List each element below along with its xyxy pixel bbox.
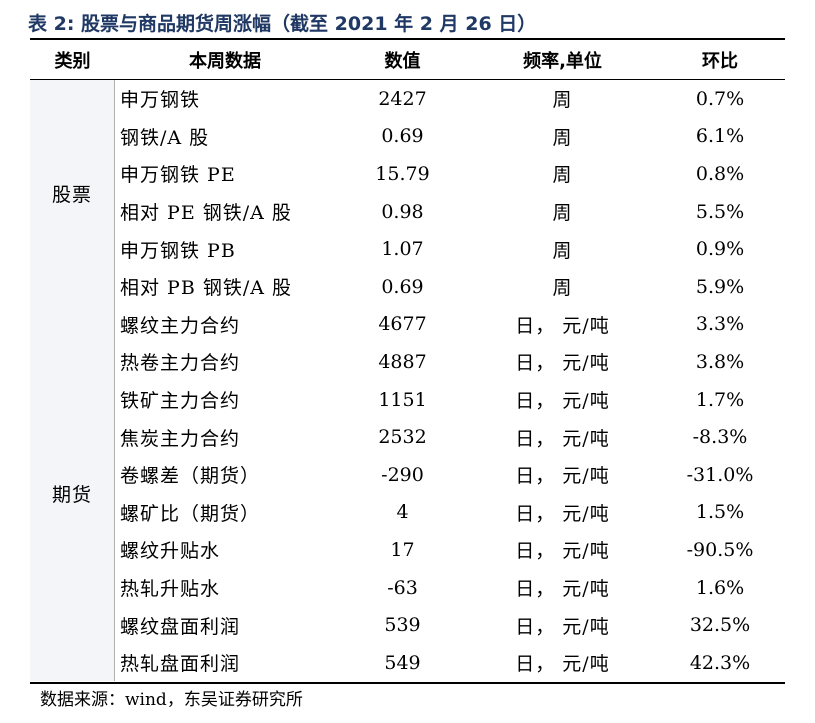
top-rule — [30, 38, 785, 40]
row-frequency: 日， 元/吨 — [515, 502, 610, 525]
row-value: 2532 — [378, 426, 427, 449]
row-item: 钢铁/A 股 — [120, 126, 210, 149]
row-value: 0.69 — [381, 125, 424, 148]
row-frequency: 日， 元/吨 — [515, 390, 610, 413]
row-item: 申万钢铁 — [120, 89, 201, 112]
table-rows: 申万钢铁 2427 周 0.7% 钢铁/A 股 0.69 周 6.1% 申万钢铁 PE 15.79… — [115, 80, 785, 682]
row-value: 2427 — [378, 87, 427, 110]
row-item: 热轧升贴水 — [120, 578, 221, 601]
row-ratio: 32.5% — [689, 614, 751, 637]
table-row: 焦炭主力合约 2532 日， 元/吨 -8.3% — [115, 418, 785, 456]
row-frequency: 周 — [552, 126, 573, 149]
row-item: 热轧盘面利润 — [120, 653, 241, 676]
row-item: 申万钢铁 PB — [120, 239, 236, 262]
table-row: 相对 PB 钢铁/A 股 0.69 周 5.9% — [115, 268, 785, 306]
row-item: 铁矿主力合约 — [120, 390, 241, 413]
category-column: 股票 期货 — [30, 80, 115, 682]
row-ratio: -8.3% — [692, 426, 748, 449]
row-item: 螺纹盘面利润 — [120, 615, 241, 638]
table-row: 热卷主力合约 4887 日， 元/吨 3.8% — [115, 343, 785, 381]
table-row: 申万钢铁 PE 15.79 周 0.8% — [115, 155, 785, 193]
row-frequency: 周 — [552, 164, 573, 187]
row-value: 4677 — [378, 313, 427, 336]
table-row: 螺纹升贴水 17 日， 元/吨 -90.5% — [115, 531, 785, 569]
header-rule — [30, 79, 785, 80]
row-value: -290 — [381, 463, 424, 486]
row-item: 螺纹主力合约 — [120, 314, 241, 337]
source-note: 数据来源：wind，东吴证券研究所 — [40, 690, 303, 710]
row-value: 17 — [390, 538, 415, 561]
table-row: 相对 PE 钢铁/A 股 0.98 周 5.5% — [115, 193, 785, 231]
category-stock: 股票 — [30, 80, 115, 306]
table-row: 热轧盘面利润 549 日， 元/吨 42.3% — [115, 644, 785, 682]
row-ratio: 42.3% — [689, 651, 751, 674]
row-frequency: 周 — [552, 277, 573, 300]
row-frequency: 周 — [552, 202, 573, 225]
row-value: 15.79 — [375, 162, 430, 185]
row-frequency: 日， 元/吨 — [515, 352, 610, 375]
row-frequency: 日， 元/吨 — [515, 615, 610, 638]
table-row: 卷螺差（期货） -290 日， 元/吨 -31.0% — [115, 456, 785, 494]
header-ratio: 环比 — [702, 50, 738, 72]
row-item: 螺纹升贴水 — [120, 540, 221, 563]
row-frequency: 日， 元/吨 — [515, 653, 610, 676]
row-ratio: -90.5% — [686, 538, 754, 561]
header-frequency: 频率,单位 — [523, 50, 602, 72]
row-item: 相对 PB 钢铁/A 股 — [120, 277, 292, 300]
row-value: 1.07 — [381, 238, 424, 261]
row-item: 卷螺差（期货） — [120, 465, 261, 488]
table-row: 螺纹主力合约 4677 日， 元/吨 3.3% — [115, 306, 785, 344]
row-ratio: 1.7% — [695, 388, 745, 411]
row-ratio: 3.8% — [695, 350, 745, 373]
row-item: 热卷主力合约 — [120, 352, 241, 375]
row-value: 0.69 — [381, 275, 424, 298]
category-futures: 期货 — [30, 306, 115, 681]
row-item: 相对 PE 钢铁/A 股 — [120, 202, 292, 225]
row-ratio: 5.5% — [695, 200, 745, 223]
header-item: 本周数据 — [189, 50, 261, 72]
row-ratio: 0.8% — [695, 162, 745, 185]
row-value: -63 — [387, 576, 418, 599]
data-table: 类别 本周数据 数值 频率,单位 环比 股票 期货 申万钢铁 2427 周 0.7% 钢… — [30, 38, 785, 684]
row-frequency: 日， 元/吨 — [515, 465, 610, 488]
row-item: 螺矿比（期货） — [120, 502, 261, 525]
table-header: 类别 本周数据 数值 频率,单位 环比 — [30, 40, 785, 79]
table-body: 股票 期货 申万钢铁 2427 周 0.7% 钢铁/A 股 0.69 周 6.1% 申万钢铁 P… — [30, 80, 785, 682]
row-value: 1151 — [378, 388, 427, 411]
row-value: 549 — [384, 651, 421, 674]
header-category: 类别 — [54, 50, 91, 72]
row-item: 焦炭主力合约 — [120, 427, 241, 450]
table-row: 铁矿主力合约 1151 日， 元/吨 1.7% — [115, 381, 785, 419]
row-frequency: 日， 元/吨 — [515, 578, 610, 601]
row-ratio: -31.0% — [686, 463, 754, 486]
table-row: 钢铁/A 股 0.69 周 6.1% — [115, 118, 785, 156]
table-row: 热轧升贴水 -63 日， 元/吨 1.6% — [115, 569, 785, 607]
row-ratio: 1.6% — [695, 576, 745, 599]
row-ratio: 6.1% — [695, 125, 745, 148]
row-frequency: 日， 元/吨 — [515, 314, 610, 337]
table-title: 表 2: 股票与商品期货周涨幅（截至 2021 年 2 月 26 日） — [28, 13, 537, 35]
table-row: 申万钢铁 2427 周 0.7% — [115, 80, 785, 118]
table-row: 申万钢铁 PB 1.07 周 0.9% — [115, 230, 785, 268]
row-value: 4 — [396, 501, 409, 524]
row-ratio: 0.7% — [695, 87, 745, 110]
row-ratio: 1.5% — [695, 501, 745, 524]
row-ratio: 3.3% — [695, 313, 745, 336]
table-row: 螺矿比（期货） 4 日， 元/吨 1.5% — [115, 494, 785, 532]
row-frequency: 日， 元/吨 — [515, 540, 610, 563]
row-ratio: 5.9% — [695, 275, 745, 298]
row-item: 申万钢铁 PE — [120, 164, 236, 187]
row-value: 539 — [384, 614, 421, 637]
table-row: 螺纹盘面利润 539 日， 元/吨 32.5% — [115, 606, 785, 644]
row-value: 4887 — [378, 350, 427, 373]
header-value: 数值 — [384, 50, 421, 72]
row-frequency: 日， 元/吨 — [515, 427, 610, 450]
row-value: 0.98 — [381, 200, 424, 223]
row-ratio: 0.9% — [695, 238, 745, 261]
row-frequency: 周 — [552, 239, 573, 262]
bottom-rule — [30, 681, 785, 684]
row-frequency: 周 — [552, 89, 573, 112]
